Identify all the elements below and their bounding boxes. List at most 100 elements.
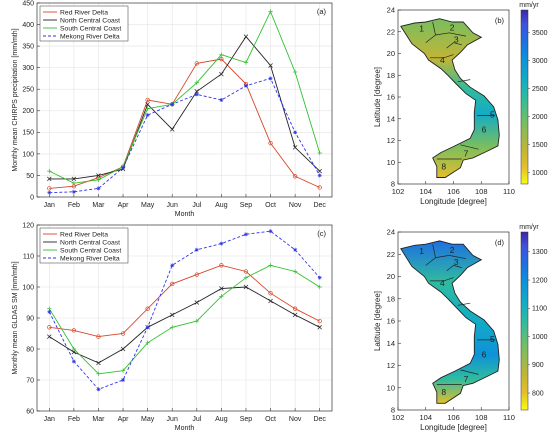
region-boundary	[446, 265, 462, 272]
data-point	[47, 334, 52, 339]
y-tick-label: 400	[22, 22, 34, 29]
data-point	[194, 61, 199, 66]
legend-label: Red River Delta	[60, 231, 108, 238]
region-label: 5	[490, 109, 495, 119]
colorbar-unit-label: mm/yr	[519, 224, 539, 231]
colorbar-tick-label: 1000	[532, 334, 548, 341]
data-point	[47, 325, 52, 330]
series-line-0	[49, 58, 320, 189]
y-tick-label: 12	[387, 136, 395, 145]
panel-label: (a)	[317, 7, 327, 16]
data-point	[96, 177, 101, 182]
y-tick-label: 12	[387, 361, 395, 370]
y-tick-label: 20	[387, 49, 395, 58]
x-tick-label: Sep	[240, 416, 253, 423]
y-tick-label: 80	[26, 346, 34, 353]
data-point	[317, 318, 322, 324]
data-point	[170, 281, 175, 287]
region-boundary	[429, 54, 454, 59]
region-boundary	[460, 369, 479, 375]
x-tick-label: Feb	[68, 416, 80, 423]
data-point	[243, 60, 249, 65]
data-point	[317, 150, 322, 156]
data-point	[47, 168, 52, 174]
data-point	[96, 360, 101, 366]
data-point	[120, 331, 126, 336]
data-point	[292, 312, 298, 318]
plot-frame	[36, 2, 333, 198]
region-label: 2	[450, 22, 455, 32]
x-tick-label: May	[141, 202, 155, 209]
series-line-3	[48, 230, 321, 390]
data-point	[243, 284, 249, 290]
legend-label: Red River Delta	[60, 9, 108, 16]
data-point	[194, 92, 199, 97]
region-boundary	[429, 277, 454, 282]
data-point	[194, 80, 199, 85]
x-tick-label: Apr	[118, 202, 130, 209]
data-point	[145, 106, 150, 111]
data-point	[120, 346, 126, 352]
y-tick-label: 10	[387, 158, 395, 167]
y-tick-label: 22	[387, 250, 395, 259]
data-point	[145, 306, 150, 311]
data-point	[219, 52, 224, 57]
data-point	[121, 378, 126, 382]
y-axis-label: Monthly mean GLDAS SM [mm/mth]	[12, 261, 19, 374]
y-tick-label: 110	[23, 253, 34, 260]
y-tick-label: 18	[387, 71, 395, 80]
data-point	[292, 269, 298, 274]
x-tick-label: 110	[503, 187, 515, 196]
y-tick-label: 70	[26, 377, 34, 384]
colorbar-unit-label: mm/yr	[519, 2, 539, 9]
data-point	[96, 186, 101, 191]
data-point	[317, 275, 322, 280]
data-point	[71, 359, 76, 364]
data-point	[47, 190, 52, 195]
y-axis-label: Latitude [degree]	[373, 67, 382, 127]
data-point	[47, 186, 52, 191]
region-label: 6	[482, 125, 487, 135]
line-chart-0: 0 50 100 150 200 250 300 350 400 450 Jan Feb Mar Apr M…	[12, 0, 333, 218]
x-tick-label: Oct	[265, 416, 276, 423]
region-label: 3	[454, 34, 459, 44]
data-point	[268, 140, 273, 146]
region-label: 4	[440, 278, 445, 288]
y-tick-label: 0	[30, 194, 34, 201]
legend-label: Mekong River Delta	[60, 33, 120, 40]
colorbar-tick-label: 900	[532, 362, 544, 369]
line-chart-1: 60 70 80 90 100 110 120 Jan Feb Mar Apr May Jun Jul Au…	[12, 222, 333, 432]
region-label: 5	[490, 334, 495, 344]
y-tick-label: 14	[387, 339, 395, 348]
y-tick-label: 24	[387, 6, 395, 15]
panel-label: (b)	[495, 16, 505, 25]
colorbar-tick-label: 3500	[532, 30, 548, 37]
y-tick-label: 10	[387, 383, 395, 392]
data-point	[47, 309, 52, 314]
data-point	[169, 127, 175, 132]
x-tick-label: Aug	[215, 202, 228, 209]
region-label: 1	[419, 246, 424, 256]
data-point	[145, 340, 150, 345]
x-tick-label: Jul	[192, 202, 201, 209]
data-point	[219, 241, 224, 246]
data-point	[243, 269, 249, 274]
x-tick-label: 108	[475, 187, 488, 196]
data-point	[268, 9, 273, 14]
legend-label: Mekong River Delta	[60, 255, 120, 262]
legend-label: South Central Coast	[60, 247, 121, 254]
data-point	[219, 263, 224, 268]
data-point	[169, 312, 175, 318]
data-point	[121, 165, 126, 170]
data-point	[194, 300, 200, 305]
region-label: 2	[450, 245, 455, 255]
y-tick-label: 16	[387, 317, 395, 326]
colorbar-tick-label: 2000	[532, 114, 548, 121]
y-tick-label: 100	[22, 284, 34, 291]
y-tick-label: 90	[26, 315, 34, 322]
colorbar: 1000 1500 2000 2500 3000 3500 mm/yr	[519, 2, 548, 185]
